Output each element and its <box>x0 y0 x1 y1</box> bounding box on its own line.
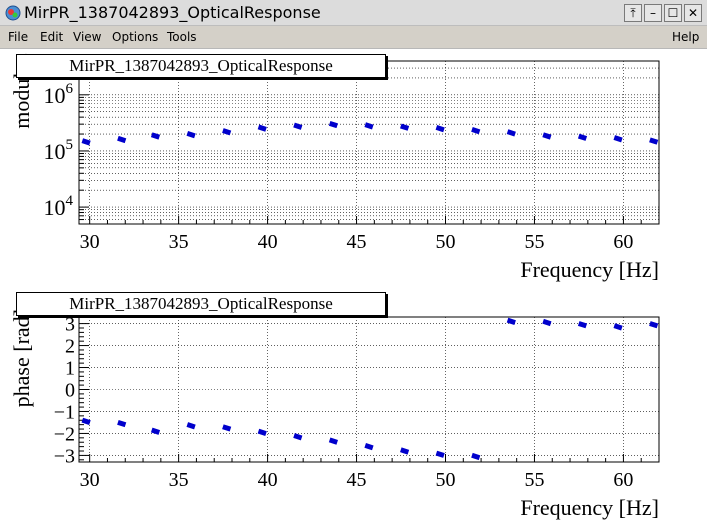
modulus-x-tick-label: 35 <box>169 231 189 253</box>
phase-data-point <box>257 428 267 436</box>
phase-y-tick-label: 1 <box>65 358 75 380</box>
modulus-data-point <box>117 135 127 144</box>
menu-help[interactable]: Help <box>672 30 700 44</box>
phase-y-tick-label: −1 <box>54 401 75 423</box>
phase-y-tick-label: 0 <box>65 380 75 402</box>
phase-x-tick-label: 35 <box>169 469 189 491</box>
phase-data-point <box>81 417 91 425</box>
phase-data-point <box>364 443 374 451</box>
close-button[interactable]: ✕ <box>684 4 702 22</box>
modulus-x-tick-label: 50 <box>436 231 456 253</box>
phase-y-tick-label: 3 <box>65 314 75 336</box>
phase-data-point <box>150 427 161 435</box>
phase-data-point <box>328 437 338 445</box>
modulus-data-point <box>649 137 659 145</box>
modulus-data-point <box>257 124 267 132</box>
root-canvas[interactable]: 30 35 40 45 50 55 60 104 105 106 Frequency [Hz] mod… <box>0 48 707 527</box>
title-bar: MirPR_1387042893_OpticalResponse ⤒ – ☐ ✕ <box>0 0 707 26</box>
modulus-data-point <box>435 124 445 133</box>
modulus-data-point <box>400 123 410 131</box>
modulus-y-tick-label: 106 <box>44 81 74 108</box>
phase-data-point <box>613 323 623 331</box>
modulus-data-point <box>613 135 623 143</box>
menu-file[interactable]: File <box>8 30 29 44</box>
phase-data-point <box>542 318 552 327</box>
phase-data-point <box>435 450 445 458</box>
phase-data-point <box>293 433 303 441</box>
phase-plot-title: MirPR_1387042893_OpticalResponse <box>16 292 386 316</box>
modulus-data-point <box>577 133 588 141</box>
modulus-y-tick-label: 105 <box>44 137 74 164</box>
modulus-data-point <box>364 122 374 130</box>
maximize-button[interactable]: ☐ <box>664 4 682 22</box>
menu-options[interactable]: Options <box>112 30 159 44</box>
modulus-x-tick-label: 55 <box>524 231 544 253</box>
modulus-x-tick-label: 40 <box>258 231 278 253</box>
phase-x-axis-label: Frequency [Hz] <box>520 495 659 520</box>
modulus-plot-title: MirPR_1387042893_OpticalResponse <box>16 54 386 78</box>
phase-data-point <box>186 422 196 430</box>
phase-data-point <box>649 321 659 329</box>
phase-x-tick-label: 45 <box>347 469 367 491</box>
phase-x-tick-label: 60 <box>613 469 633 491</box>
modulus-x-axis-label: Frequency [Hz] <box>520 257 659 282</box>
modulus-x-tick-label: 60 <box>613 231 633 253</box>
phase-data-point <box>471 452 481 461</box>
modulus-data-point <box>506 129 516 137</box>
modulus-data-point <box>150 132 161 140</box>
modulus-x-tick-label: 30 <box>80 231 100 253</box>
modulus-data-point <box>542 132 552 140</box>
modulus-data-point <box>81 138 91 146</box>
window-title: MirPR_1387042893_OpticalResponse <box>24 3 321 22</box>
modulus-data-point <box>222 128 232 136</box>
phase-x-tick-label: 30 <box>80 469 100 491</box>
minimize-button[interactable]: – <box>644 4 662 22</box>
modulus-data-point <box>293 122 303 130</box>
menu-bar: File Edit View Options Tools Help <box>0 26 707 48</box>
menu-edit[interactable]: Edit <box>40 30 64 44</box>
phase-data-point <box>222 424 232 432</box>
phase-data-point <box>577 321 588 329</box>
phase-data-point <box>117 419 127 428</box>
phase-data-point <box>400 447 410 455</box>
phase-y-tick-label: 2 <box>65 336 75 358</box>
pin-button[interactable]: ⤒ <box>624 4 642 22</box>
modulus-x-tick-label: 45 <box>347 231 367 253</box>
menu-tools[interactable]: Tools <box>167 30 197 44</box>
menu-view[interactable]: View <box>73 30 102 44</box>
modulus-plot-frame <box>78 60 660 225</box>
modulus-y-tick-label: 104 <box>44 193 74 220</box>
phase-x-tick-label: 55 <box>524 469 544 491</box>
modulus-data-point <box>186 131 196 139</box>
phase-y-tick-label: −2 <box>54 423 75 445</box>
phase-x-tick-label: 40 <box>258 469 278 491</box>
phase-y-tick-label: −3 <box>54 445 75 467</box>
phase-x-tick-label: 50 <box>436 469 456 491</box>
modulus-data-point <box>328 120 338 129</box>
modulus-data-point <box>471 127 481 135</box>
phase-data-point <box>506 317 516 326</box>
phase-y-axis-label: phase [rad] <box>9 309 34 407</box>
app-icon <box>5 5 21 21</box>
